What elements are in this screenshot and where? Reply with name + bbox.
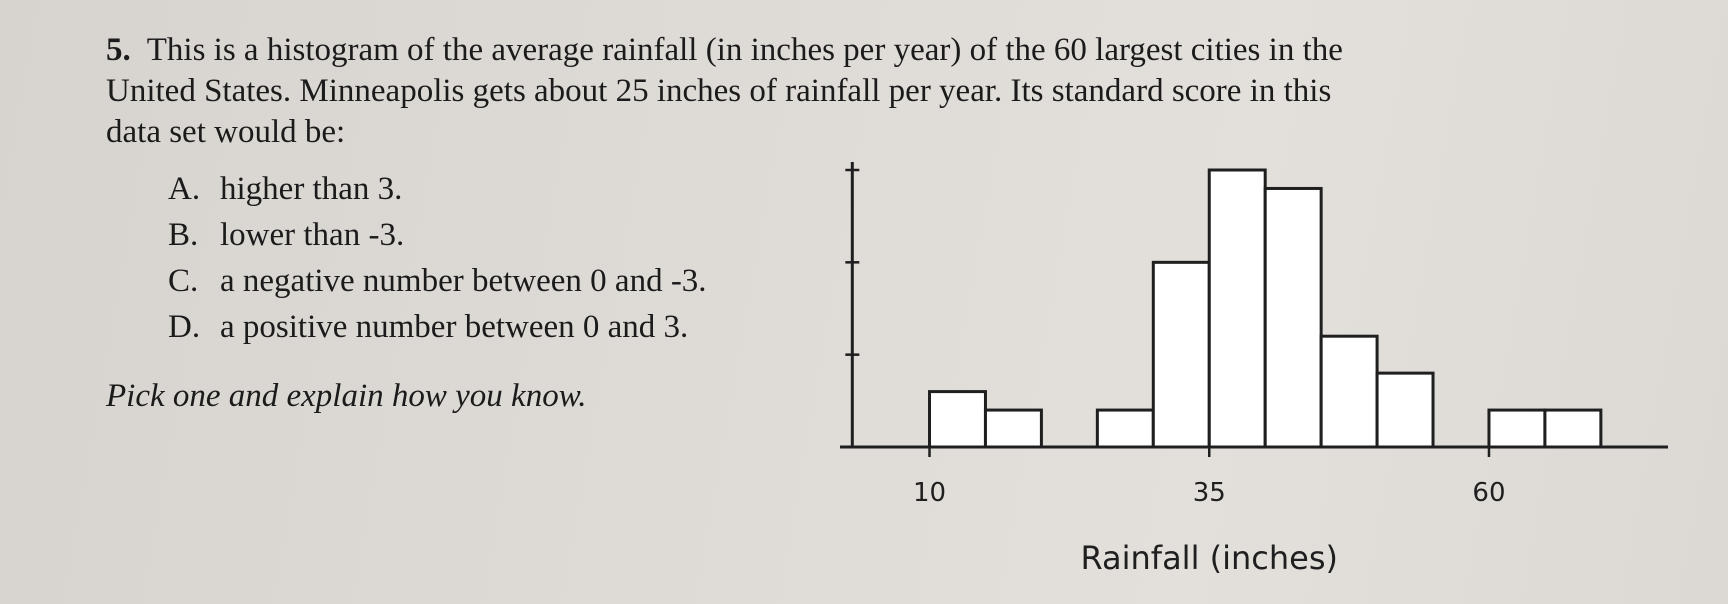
option-d-text: a positive number between 0 and 3. — [220, 309, 689, 345]
x-axis-title: Rainfall (inches) — [1080, 539, 1338, 577]
answer-options: A. higher than 3. B. lower than -3. C. a ne… — [168, 166, 707, 350]
option-b-text: lower than -3. — [220, 217, 405, 253]
option-d: D. a positive number between 0 and 3. — [168, 304, 707, 350]
option-a-letter: A. — [168, 171, 201, 207]
histogram-bar — [1207, 168, 1267, 449]
histogram-bar — [1375, 371, 1435, 449]
question-line-3: data set would be: — [106, 114, 346, 150]
option-c-letter: C. — [168, 263, 199, 299]
histogram-bar — [1151, 260, 1211, 449]
histogram-bar — [983, 408, 1043, 449]
question-line-1-text: This is a histogram of the average rainf… — [146, 32, 1343, 68]
histogram-bar — [1263, 186, 1323, 449]
rainfall-histogram: 51015103560 Rainfall (inches) — [840, 162, 1668, 577]
option-b: B. lower than -3. — [168, 212, 707, 258]
option-a: A. higher than 3. — [168, 166, 707, 212]
x-tick-label: 60 — [1472, 478, 1505, 508]
question-line-1: 5. This is a histogram of the average rai… — [106, 30, 1606, 71]
histogram-bar — [1487, 408, 1547, 449]
histogram-bar — [1319, 334, 1379, 449]
question-number: 5. — [106, 32, 131, 68]
histogram-bar — [928, 390, 987, 449]
option-c: C. a negative number between 0 and -3. — [168, 258, 707, 304]
histogram-axes: 51015103560 — [840, 162, 1668, 508]
histogram-bar — [1095, 408, 1155, 449]
instruction-text: Pick one and explain how you know. — [106, 378, 587, 414]
histogram-bar — [1543, 408, 1603, 449]
histogram-bars — [928, 168, 1603, 449]
x-tick-label: 35 — [1193, 478, 1226, 508]
x-tick-label: 10 — [913, 478, 946, 508]
question-line-2: United States. Minneapolis gets about 25… — [106, 73, 1332, 109]
option-d-letter: D. — [168, 309, 201, 345]
option-c-text: a negative number between 0 and -3. — [220, 263, 707, 299]
option-a-text: higher than 3. — [220, 171, 403, 207]
question-text: 5. This is a histogram of the average rai… — [106, 30, 1606, 153]
option-b-letter: B. — [168, 217, 199, 253]
